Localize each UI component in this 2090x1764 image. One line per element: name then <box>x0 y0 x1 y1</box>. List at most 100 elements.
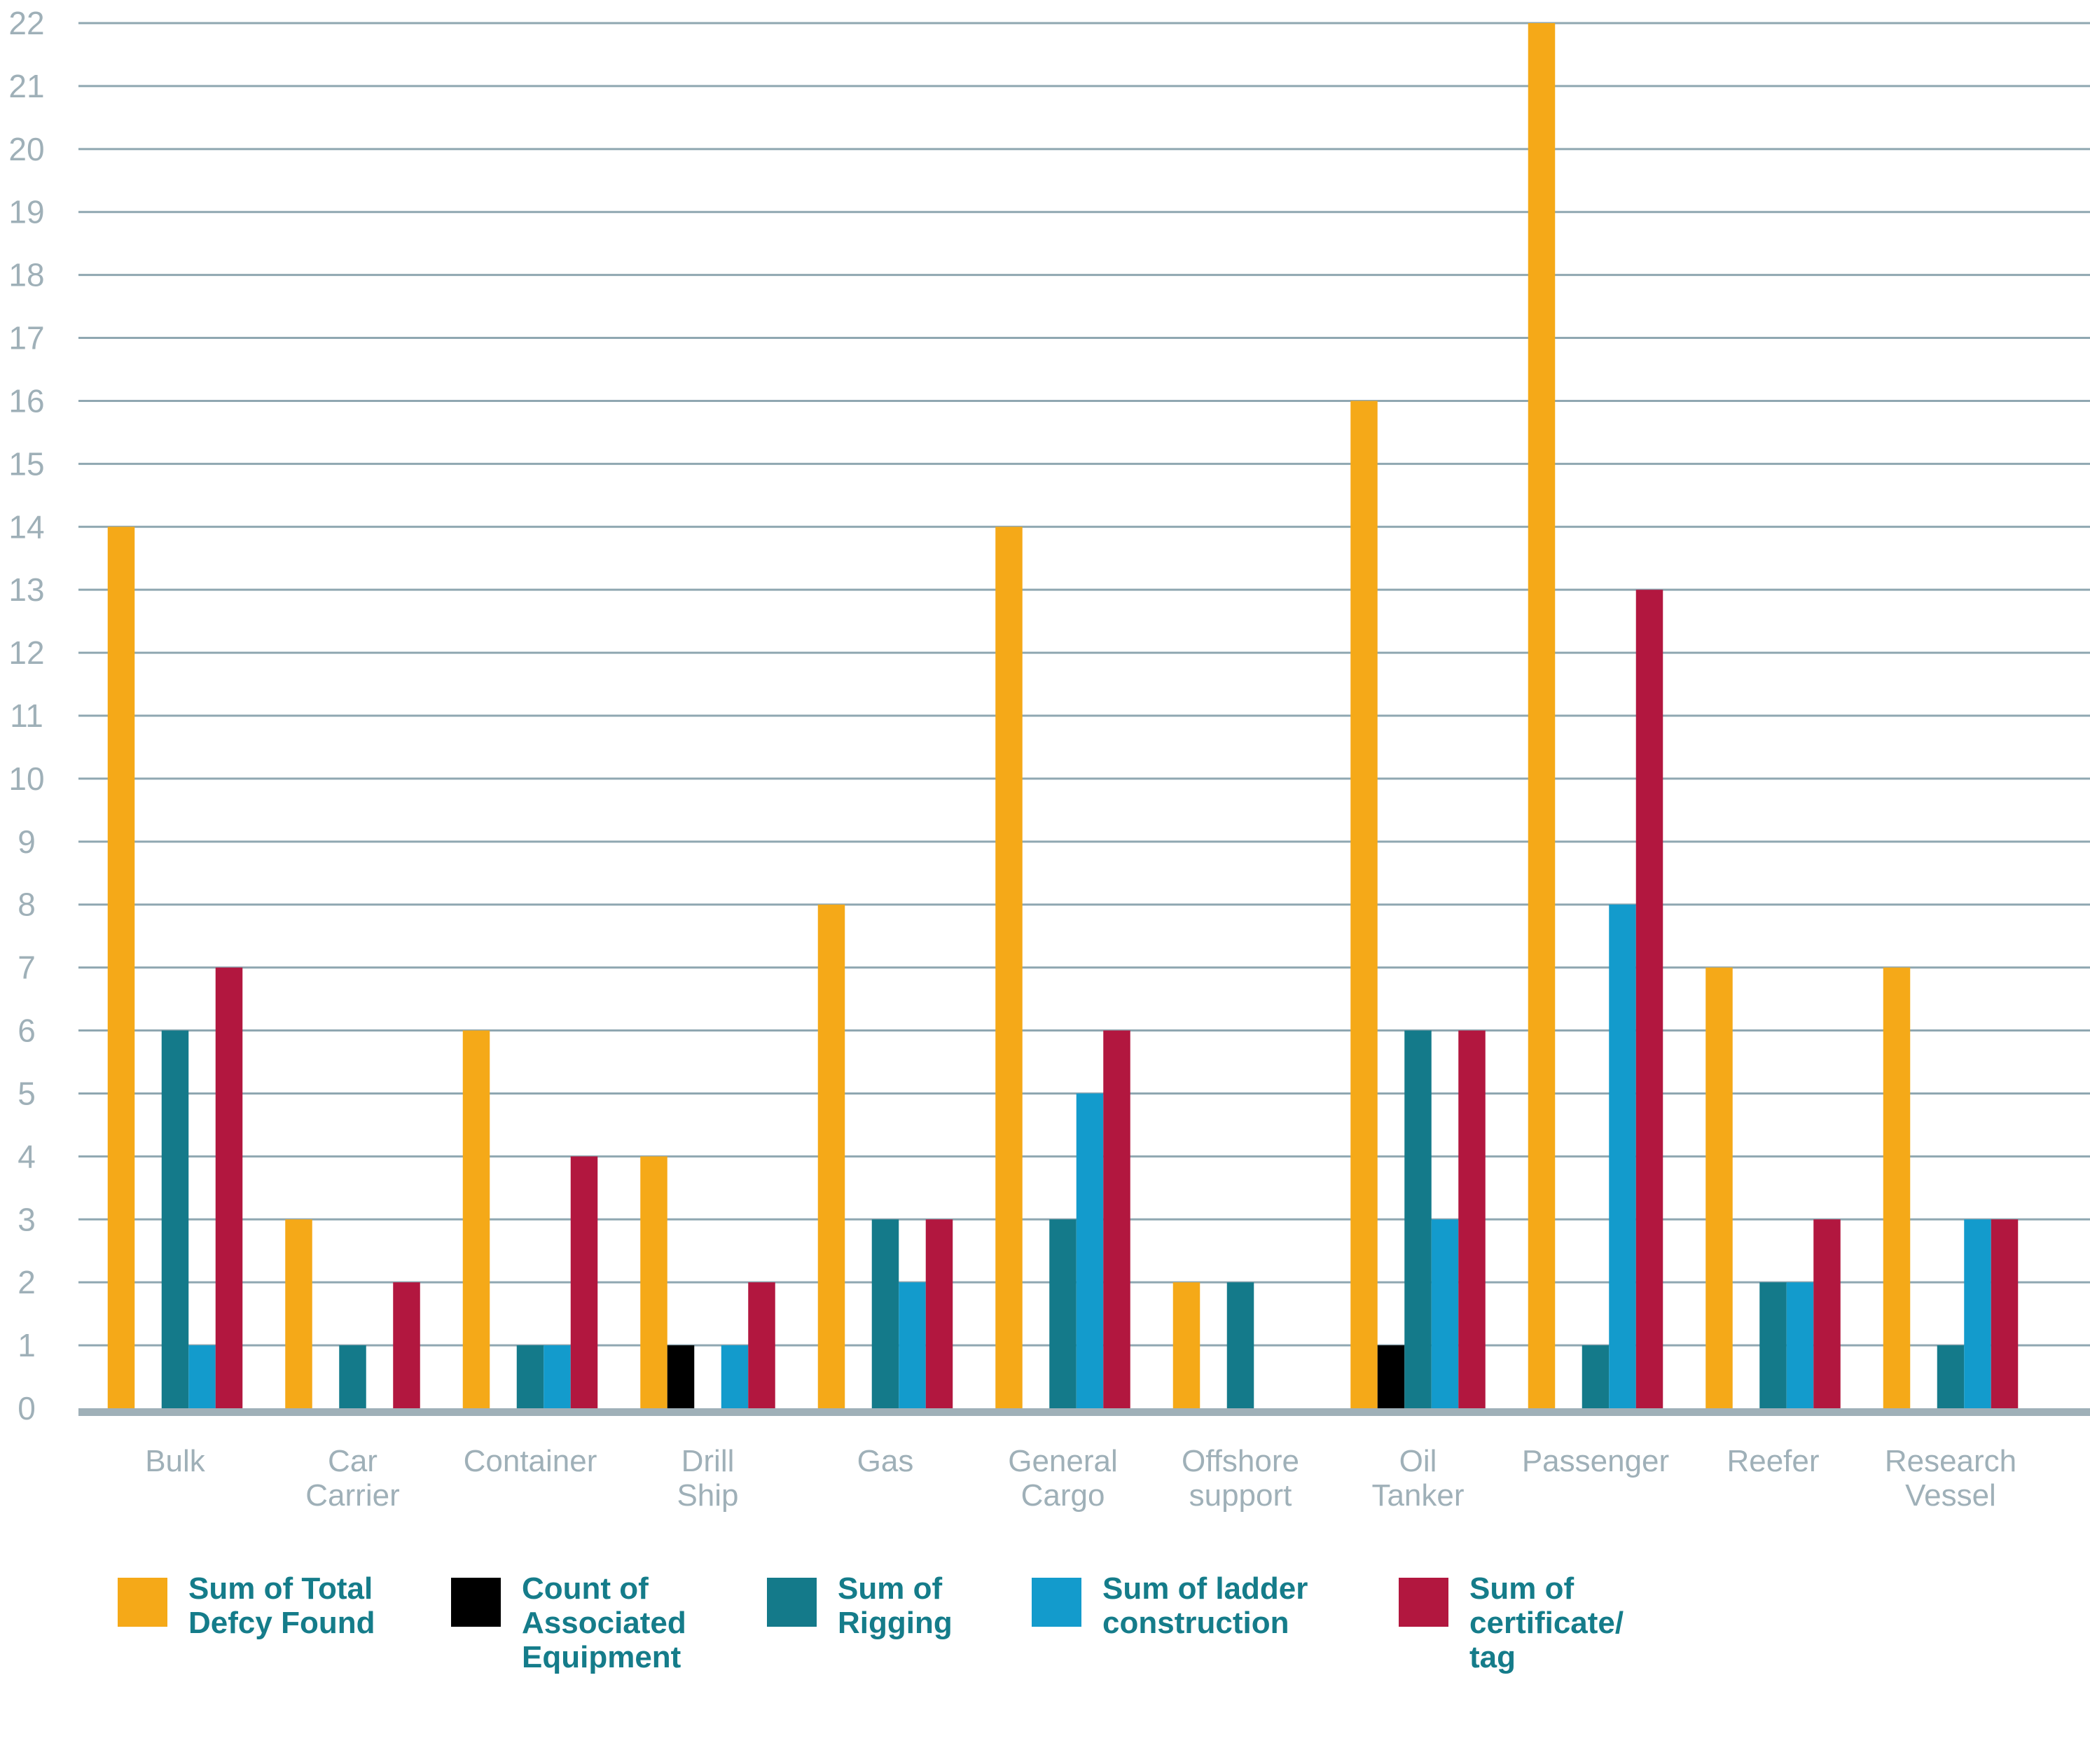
x-tick-label: Gas <box>857 1444 914 1478</box>
bar <box>1528 23 1556 1408</box>
bar <box>1431 1219 1459 1408</box>
x-tick-label: Offshore <box>1182 1444 1299 1478</box>
bar <box>817 904 845 1408</box>
legend-swatch <box>1032 1578 1081 1627</box>
bar <box>1813 1219 1841 1408</box>
y-tick-label: 20 <box>8 131 44 167</box>
bar <box>1937 1345 1965 1408</box>
y-tick-label: 2 <box>18 1264 36 1300</box>
y-tick-label: 3 <box>18 1201 36 1237</box>
x-tick-label: Carrier <box>305 1478 399 1513</box>
y-tick-label: 14 <box>8 508 44 545</box>
y-tick-label: 15 <box>8 445 44 482</box>
bar <box>871 1219 899 1408</box>
bar <box>1458 1030 1486 1408</box>
x-tick-label: Bulk <box>145 1444 206 1478</box>
y-tick-label: 18 <box>8 257 44 293</box>
legend-swatch <box>767 1578 817 1627</box>
bar <box>1705 967 1733 1408</box>
legend-label: Sum of ladder <box>1102 1571 1308 1606</box>
bar <box>925 1219 953 1408</box>
legend-label: Count of <box>522 1571 649 1606</box>
y-tick-label: 1 <box>18 1327 36 1363</box>
bar <box>215 967 243 1408</box>
bar <box>995 527 1023 1408</box>
bar <box>462 1030 490 1408</box>
x-tick-label: Ship <box>677 1478 738 1513</box>
bar <box>1226 1282 1254 1408</box>
legend-label: Associated <box>522 1606 686 1640</box>
y-tick-label: 16 <box>8 382 44 419</box>
bar <box>1582 1345 1610 1408</box>
gridlines <box>78 22 2090 1347</box>
legend-label: Rigging <box>838 1606 953 1640</box>
bar <box>544 1345 571 1408</box>
bar <box>1883 967 1911 1408</box>
y-tick-label: 19 <box>8 194 44 230</box>
x-tick-label: Tanker <box>1371 1478 1464 1513</box>
bar <box>1049 1219 1077 1408</box>
legend-label: tag <box>1469 1640 1516 1674</box>
x-tick-label: Car <box>328 1444 378 1478</box>
x-tick-label: support <box>1189 1478 1292 1513</box>
legend-label: certificate/ <box>1469 1606 1624 1640</box>
x-tick-label: Passenger <box>1522 1444 1669 1478</box>
bar <box>748 1282 775 1408</box>
legend-label: Sum of <box>838 1571 942 1606</box>
bar <box>1786 1282 1814 1408</box>
y-tick-label: 17 <box>8 320 44 356</box>
x-tick-label: Vessel <box>1905 1478 1996 1513</box>
bar <box>1609 904 1636 1408</box>
bar <box>339 1345 366 1408</box>
legend-label: Sum of <box>1469 1571 1574 1606</box>
bar <box>1404 1030 1432 1408</box>
bar <box>899 1282 926 1408</box>
x-tick-label: Reefer <box>1726 1444 1819 1478</box>
bar <box>516 1345 544 1408</box>
x-tick-label: Container <box>464 1444 597 1478</box>
legend-swatch <box>451 1578 501 1627</box>
y-tick-label: 4 <box>18 1138 36 1174</box>
x-tick-label: Research <box>1885 1444 2016 1478</box>
bar <box>161 1030 189 1408</box>
bar <box>1991 1219 2019 1408</box>
x-tick-label: Oil <box>1399 1444 1437 1478</box>
bar <box>1964 1219 1991 1408</box>
bar <box>1076 1093 1104 1408</box>
bar <box>640 1156 667 1408</box>
bar <box>721 1345 749 1408</box>
bars <box>107 23 2019 1408</box>
bar <box>667 1345 695 1408</box>
y-tick-label: 10 <box>8 761 44 797</box>
legend-swatch <box>1399 1578 1448 1627</box>
bar <box>285 1219 312 1408</box>
legend-label: Equipment <box>522 1640 681 1674</box>
bar <box>393 1282 420 1408</box>
y-tick-label: 8 <box>18 887 36 923</box>
bar <box>1377 1345 1405 1408</box>
y-tick-label: 22 <box>8 5 44 41</box>
legend-label: Defcy Found <box>188 1606 375 1640</box>
bar <box>188 1345 216 1408</box>
bar <box>570 1156 598 1408</box>
y-tick-label: 5 <box>18 1075 36 1111</box>
legend-swatch <box>118 1578 167 1627</box>
y-tick-label: 7 <box>18 950 36 986</box>
y-tick-label: 12 <box>8 634 44 671</box>
legend-label: construction <box>1102 1606 1289 1640</box>
x-tick-label: Cargo <box>1021 1478 1105 1513</box>
bar <box>1350 401 1378 1408</box>
bar <box>1635 590 1663 1408</box>
bar <box>1172 1282 1200 1408</box>
y-tick-label: 21 <box>8 68 44 104</box>
